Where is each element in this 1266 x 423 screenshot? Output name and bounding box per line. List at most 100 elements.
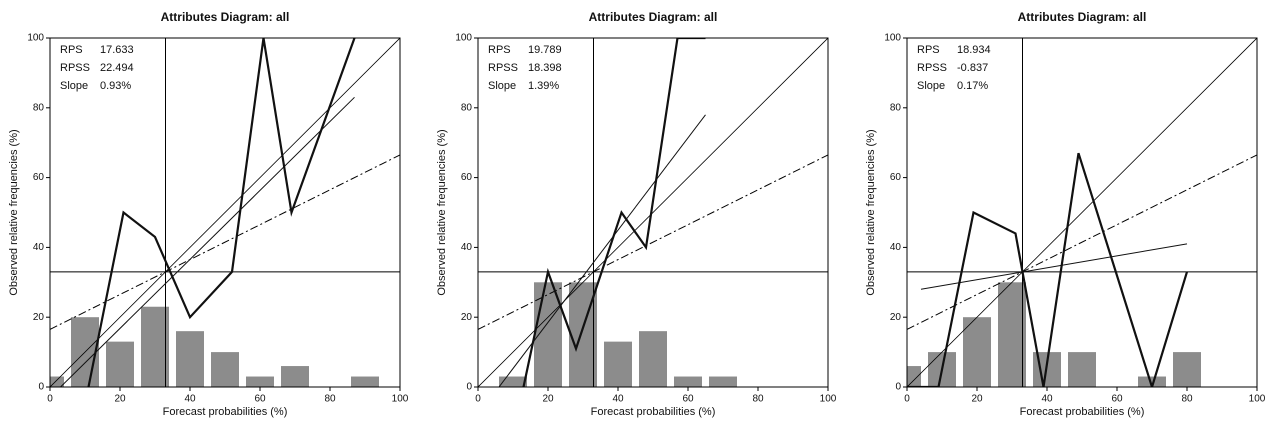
- y-axis-label: Observed relative frequencies (%): [436, 129, 448, 295]
- y-tick-label: 20: [33, 312, 45, 323]
- histogram-bar: [1138, 376, 1166, 387]
- panel: Attributes Diagram: all Forecast probabil…: [8, 10, 409, 418]
- y-tick-label: 0: [466, 382, 472, 393]
- x-tick-label: 0: [904, 394, 910, 405]
- stat-value: 18.934: [957, 44, 991, 56]
- stat-value: 0.93%: [100, 80, 131, 92]
- stat-label: RPSS: [60, 62, 90, 74]
- histogram-bar: [674, 376, 702, 387]
- y-tick-label: 80: [461, 102, 473, 113]
- x-tick-label: 80: [324, 394, 336, 405]
- reliability-curve: [907, 152, 1189, 387]
- stat-label: Slope: [60, 80, 88, 92]
- reliability-curve: [522, 38, 706, 387]
- histogram-bar: [907, 366, 921, 387]
- histogram-bar: [246, 376, 274, 387]
- x-tick-label: 100: [820, 394, 837, 405]
- x-tick-label: 20: [114, 394, 126, 405]
- stat-label: Slope: [917, 80, 945, 92]
- y-tick-label: 60: [890, 172, 902, 183]
- histogram-bar: [176, 331, 204, 387]
- plot-area: [478, 38, 828, 387]
- no-skill-line: [50, 154, 400, 330]
- x-axis-label: Forecast probabilities (%): [163, 406, 288, 418]
- histogram-bar: [604, 341, 632, 387]
- reliability-curve: [87, 38, 356, 387]
- x-tick-label: 80: [752, 394, 764, 405]
- perfect-reliability: [907, 38, 1257, 387]
- stat-value: -0.837: [957, 62, 988, 74]
- no-skill-line: [907, 154, 1257, 330]
- x-tick-label: 100: [392, 394, 409, 405]
- y-tick-label: 20: [461, 312, 473, 323]
- x-tick-label: 20: [542, 394, 554, 405]
- x-tick-label: 100: [1249, 394, 1266, 405]
- y-tick-label: 40: [890, 242, 902, 253]
- x-tick-label: 0: [475, 394, 481, 405]
- histogram-bar: [639, 331, 667, 387]
- histogram-bar: [709, 376, 737, 387]
- panel: Attributes Diagram: all Forecast probabil…: [865, 10, 1266, 418]
- x-tick-label: 60: [682, 394, 694, 405]
- x-tick-label: 20: [971, 394, 983, 405]
- histogram-bar: [106, 341, 134, 387]
- y-axis-label: Observed relative frequencies (%): [865, 129, 877, 295]
- y-tick-label: 100: [884, 33, 901, 44]
- plot-area: [50, 38, 400, 387]
- y-tick-label: 100: [27, 33, 44, 44]
- x-axis-label: Forecast probabilities (%): [591, 406, 716, 418]
- y-tick-label: 40: [33, 242, 45, 253]
- chart-title: Attributes Diagram: all: [589, 10, 718, 24]
- x-axis-label: Forecast probabilities (%): [1020, 406, 1145, 418]
- regression-line: [60, 96, 355, 387]
- stat-value: 0.17%: [957, 80, 988, 92]
- histogram-bar: [963, 317, 991, 387]
- stat-value: 18.398: [528, 62, 562, 74]
- no-skill-line: [478, 154, 828, 330]
- y-tick-label: 60: [33, 172, 45, 183]
- x-tick-label: 0: [47, 394, 53, 405]
- x-tick-label: 40: [1041, 394, 1053, 405]
- plot-frame: [49, 37, 401, 388]
- histogram-bar: [1068, 352, 1096, 387]
- y-tick-label: 100: [455, 33, 472, 44]
- plot-frame: [906, 37, 1258, 388]
- plot-area: [907, 38, 1257, 387]
- chart-title: Attributes Diagram: all: [1018, 10, 1147, 24]
- x-tick-label: 60: [1111, 394, 1123, 405]
- y-tick-label: 80: [33, 102, 45, 113]
- stat-label: RPS: [917, 44, 940, 56]
- y-tick-label: 40: [461, 242, 473, 253]
- stat-label: Slope: [488, 80, 516, 92]
- chart-title: Attributes Diagram: all: [161, 10, 290, 24]
- x-tick-label: 40: [184, 394, 196, 405]
- y-tick-label: 0: [38, 382, 44, 393]
- histogram-bar: [141, 306, 169, 387]
- x-tick-label: 60: [254, 394, 266, 405]
- panel: Attributes Diagram: all Forecast probabil…: [436, 10, 837, 418]
- histogram-bar: [281, 366, 309, 387]
- perfect-reliability: [50, 38, 400, 387]
- stat-value: 22.494: [100, 62, 134, 74]
- stat-label: RPS: [488, 44, 511, 56]
- histogram-bar: [211, 352, 239, 387]
- stat-label: RPS: [60, 44, 83, 56]
- stat-label: RPSS: [488, 62, 518, 74]
- y-tick-label: 0: [895, 382, 901, 393]
- x-tick-label: 40: [612, 394, 624, 405]
- y-axis-label: Observed relative frequencies (%): [8, 129, 20, 295]
- stat-label: RPSS: [917, 62, 947, 74]
- histogram-bar: [50, 376, 64, 387]
- regression-line: [498, 114, 706, 387]
- stat-value: 1.39%: [528, 80, 559, 92]
- regression-line: [920, 243, 1188, 290]
- stat-value: 19.789: [528, 44, 562, 56]
- histogram-bar: [1173, 352, 1201, 387]
- histogram-bar: [998, 282, 1026, 387]
- histogram-bar: [351, 376, 379, 387]
- x-tick-label: 80: [1181, 394, 1193, 405]
- y-tick-label: 80: [890, 102, 902, 113]
- y-tick-label: 60: [461, 172, 473, 183]
- histogram-bar: [499, 376, 527, 387]
